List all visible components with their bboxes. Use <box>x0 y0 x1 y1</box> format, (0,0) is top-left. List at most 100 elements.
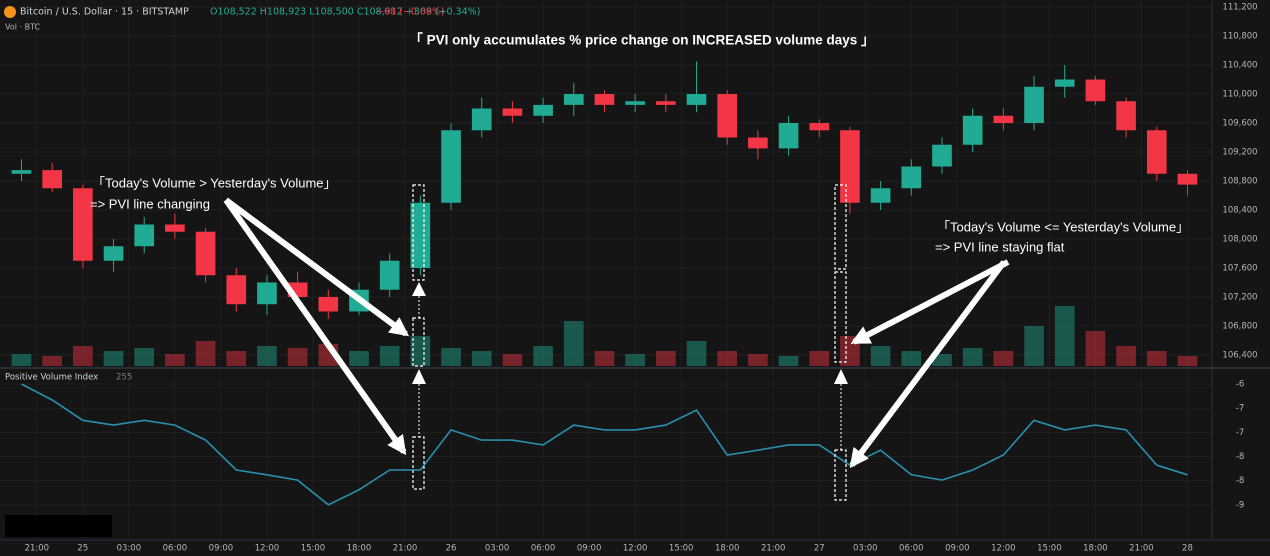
indicator-length: 255 <box>116 373 132 383</box>
candle-body <box>717 94 738 138</box>
candle-body <box>441 130 461 203</box>
volume-bar <box>625 354 645 366</box>
marks-layer <box>11 61 1198 506</box>
x-tick-label: 25 <box>77 544 88 554</box>
annotation-title: 「 PVI only accumulates % price change on… <box>409 32 874 48</box>
x-tick-label: 18:00 <box>715 544 740 554</box>
volume-bar <box>686 341 707 366</box>
candle-body <box>42 170 62 189</box>
candle-body <box>932 144 952 167</box>
volume-bar <box>287 348 308 366</box>
x-tick-label: 03:00 <box>117 544 142 554</box>
candle-body <box>563 94 584 105</box>
candle-body <box>73 188 93 261</box>
volume-bar <box>226 351 247 366</box>
candle-body <box>901 166 922 189</box>
candle-body <box>318 296 339 312</box>
annotation-right-1: 「Today's Volume <= Yesterday's Volume」 <box>937 219 1189 234</box>
symbol: Bitcoin / U.S. Dollar · 15 · BITSTAMP <box>20 7 189 18</box>
y-tick-label: -9 <box>1236 500 1244 510</box>
candle-body <box>656 101 676 105</box>
symbol-icon <box>4 6 16 18</box>
volume-bar <box>809 351 830 366</box>
volume-bar <box>73 346 93 366</box>
x-tick-label: 03:00 <box>485 544 510 554</box>
volume-bar <box>165 354 185 366</box>
candle-body <box>686 94 707 105</box>
candle-body <box>471 108 492 131</box>
candle-body <box>993 115 1014 124</box>
volume-bar <box>441 348 461 366</box>
y-tick-label: 108,800 <box>1222 176 1257 186</box>
volume-bar <box>1085 331 1106 366</box>
volume-bar <box>533 346 553 366</box>
x-tick-label: 15:00 <box>1037 544 1062 554</box>
candle-body <box>134 224 155 247</box>
x-tick-label: 18:00 <box>347 544 372 554</box>
volume-bar <box>195 341 216 366</box>
y-tick-label: 109,200 <box>1222 148 1257 158</box>
volume-bar <box>778 356 799 366</box>
y-tick-label: -8 <box>1236 452 1244 462</box>
candle-body <box>1177 173 1198 185</box>
y-tick-label: -7 <box>1236 428 1244 438</box>
y-tick-label: -6 <box>1236 380 1244 390</box>
candle-body <box>748 137 768 149</box>
change: −68 (−0.06%) <box>376 7 445 18</box>
candle-body <box>410 202 431 268</box>
candle-body <box>257 282 277 305</box>
x-tick-label: 18:00 <box>1083 544 1108 554</box>
annotation-right-2: => PVI line staying flat <box>935 239 1065 254</box>
volume-bar <box>103 351 124 366</box>
y-tick-label: 107,200 <box>1222 292 1257 302</box>
candle-body <box>533 104 553 116</box>
y-tick-label: 111,200 <box>1222 3 1257 13</box>
x-tick-label: 15:00 <box>301 544 326 554</box>
candle-body <box>594 94 615 105</box>
x-tick-label: 27 <box>814 544 825 554</box>
candle-body <box>1116 101 1136 131</box>
volume-bar <box>379 346 400 366</box>
volume-bar <box>471 351 492 366</box>
volume-bar <box>1116 346 1136 366</box>
annotation-shapes <box>5 184 1010 537</box>
x-tick-label: 28 <box>1182 544 1193 554</box>
volume-bar <box>993 351 1014 366</box>
y-tick-label: 110,400 <box>1222 61 1257 71</box>
candle-body <box>195 231 216 276</box>
volume-bar <box>932 354 952 366</box>
volume-label: Vol · BTC <box>5 23 41 32</box>
volume-bar <box>901 351 922 366</box>
y-tick-label: 108,000 <box>1222 234 1257 244</box>
y-tick-label: -7 <box>1236 404 1244 414</box>
x-tick-label: 06:00 <box>163 544 188 554</box>
x-tick-label: 15:00 <box>669 544 694 554</box>
candle-body <box>962 115 983 145</box>
volume-bar <box>594 351 615 366</box>
y-tick-label: 110,000 <box>1222 90 1257 100</box>
candle-body <box>1024 86 1044 124</box>
x-tick-label: 12:00 <box>991 544 1016 554</box>
volume-bar <box>563 321 584 366</box>
x-tick-label: 21:00 <box>1129 544 1154 554</box>
volume-bar <box>1146 351 1167 366</box>
x-tick-label: 21:00 <box>393 544 418 554</box>
volume-bar <box>257 346 277 366</box>
candle-body <box>502 108 523 116</box>
candle-body <box>1146 130 1167 174</box>
volume-bar <box>962 348 983 366</box>
volume-bar <box>502 354 523 366</box>
volume-bar <box>410 336 431 366</box>
y-tick-label: 108,400 <box>1222 205 1257 215</box>
ohlc: O108,522 H108,923 L108,500 C108,912 +369… <box>210 7 480 18</box>
x-tick-label: 12:00 <box>255 544 280 554</box>
x-tick-label: 12:00 <box>623 544 648 554</box>
candle-body <box>103 246 124 261</box>
volume-bar <box>656 351 676 366</box>
volume-bar <box>717 351 738 366</box>
x-tick-label: 06:00 <box>899 544 924 554</box>
volume-bar <box>1177 356 1198 366</box>
annotation-left-2: => PVI line changing <box>90 196 210 211</box>
candle-body <box>1054 79 1075 87</box>
annotation-left-1: 「Today's Volume > Yesterday's Volume」 <box>92 175 337 190</box>
